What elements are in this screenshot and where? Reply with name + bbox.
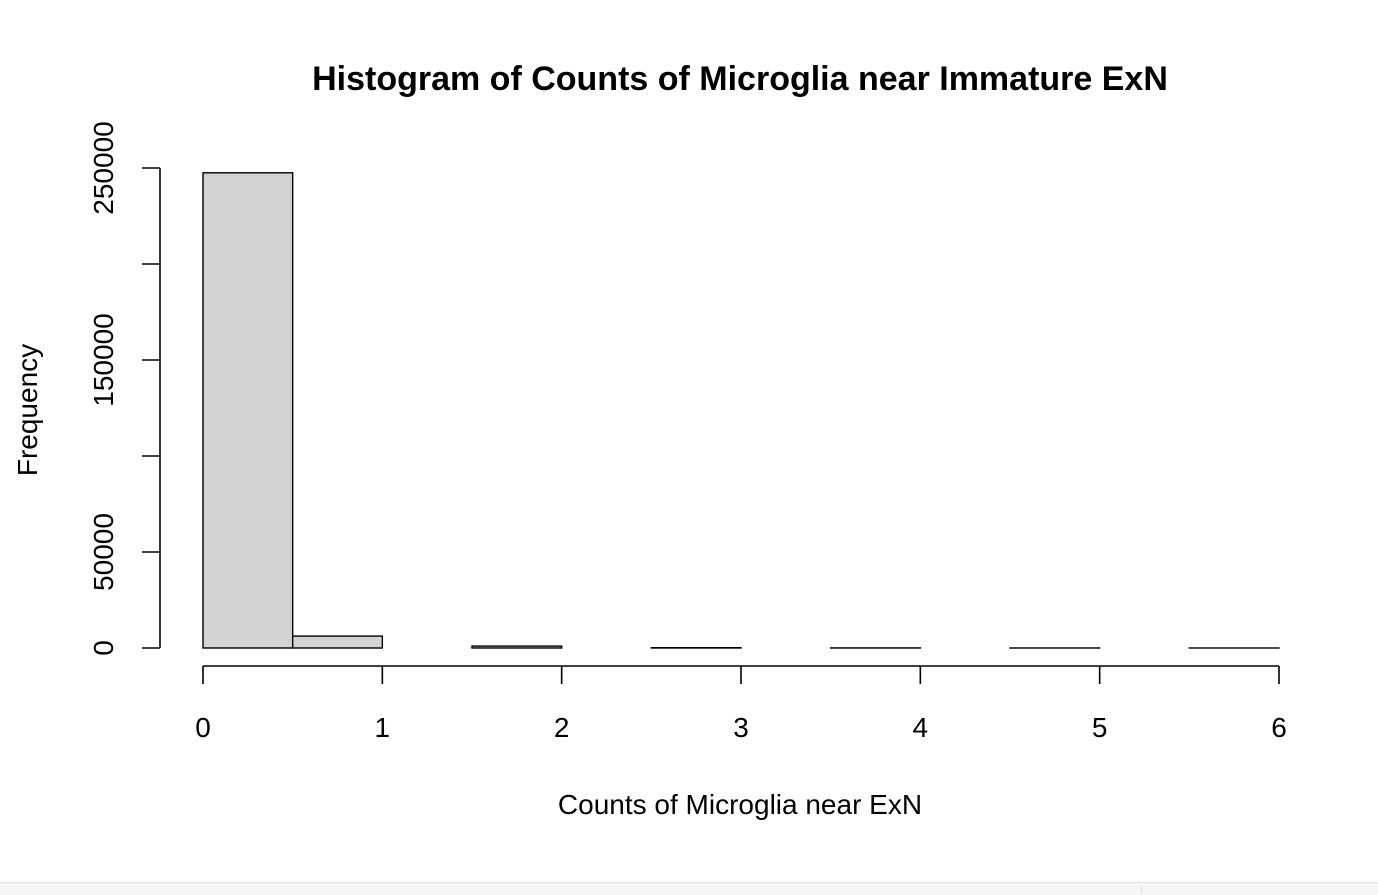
y-tick-label: 150000 [88, 313, 119, 406]
x-tick-label: 6 [1271, 712, 1287, 743]
y-tick-label: 250000 [88, 121, 119, 214]
x-tick-label: 2 [554, 712, 570, 743]
footer-strip [0, 882, 1378, 895]
y-axis-label: Frequency [12, 344, 43, 476]
x-tick-label: 4 [913, 712, 929, 743]
x-tick-label: 1 [375, 712, 391, 743]
y-tick-label: 50000 [88, 513, 119, 591]
x-axis-label: Counts of Microglia near ExN [558, 789, 922, 820]
x-tick-label: 3 [733, 712, 749, 743]
histogram-bar-0 [203, 173, 293, 648]
x-axis: 0 1 2 3 4 5 6 [195, 666, 1287, 743]
bars-group [203, 173, 1279, 648]
chart-title: Histogram of Counts of Microglia near Im… [312, 60, 1168, 98]
x-tick-label: 5 [1092, 712, 1108, 743]
footer-divider [1141, 886, 1142, 894]
histogram-bar-3 [472, 646, 562, 648]
y-tick-label: 0 [88, 640, 119, 656]
x-tick-label: 0 [195, 712, 211, 743]
y-axis: 0 50000 150000 250000 [88, 121, 160, 656]
histogram-bar-1 [293, 636, 383, 648]
